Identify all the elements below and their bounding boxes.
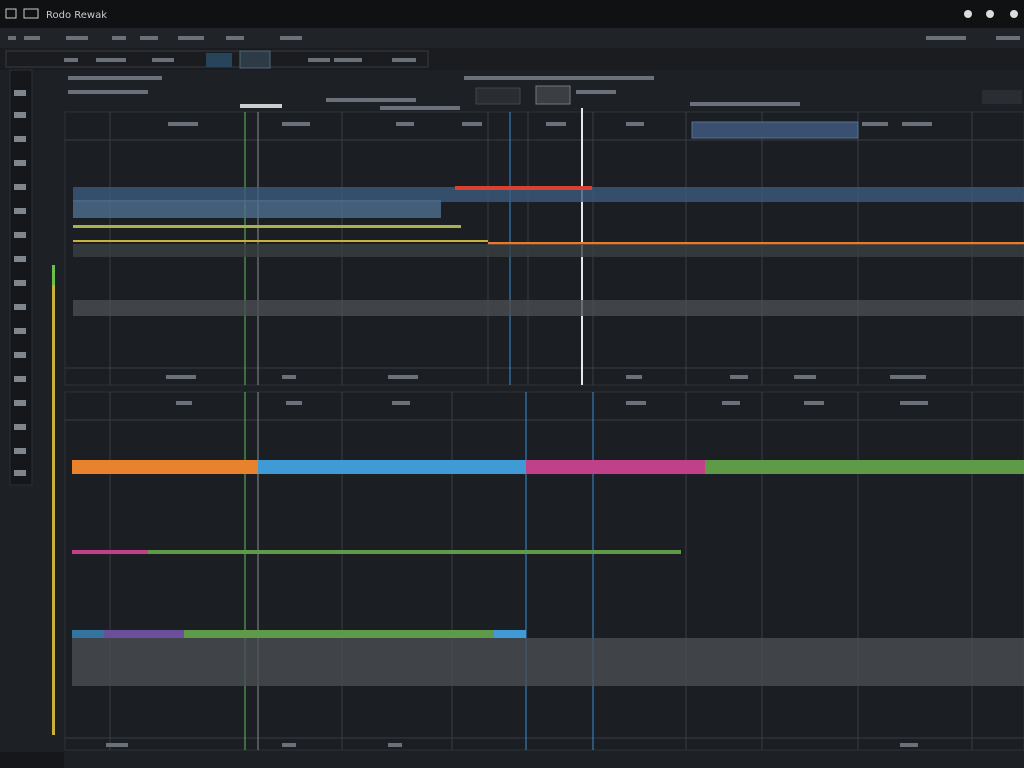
panel-tab[interactable] bbox=[475, 87, 521, 105]
clip bbox=[73, 225, 461, 228]
tool-column bbox=[9, 69, 33, 486]
clip bbox=[104, 630, 184, 638]
clip bbox=[73, 200, 441, 218]
ruler-labels bbox=[166, 122, 932, 379]
settings-icon[interactable] bbox=[986, 10, 994, 18]
user-icon[interactable] bbox=[964, 10, 972, 18]
clip bbox=[455, 186, 592, 190]
clip bbox=[494, 630, 526, 638]
panel-button[interactable] bbox=[982, 90, 1022, 104]
clip bbox=[488, 242, 1024, 245]
toolbar-button[interactable] bbox=[206, 53, 232, 67]
clip bbox=[705, 460, 1024, 474]
toolbar-items bbox=[8, 36, 1020, 40]
clip bbox=[72, 460, 258, 474]
toolbar-button[interactable] bbox=[239, 50, 271, 69]
app-icon bbox=[5, 8, 17, 19]
clip bbox=[148, 550, 681, 554]
track-band bbox=[73, 300, 1024, 316]
account-icon[interactable] bbox=[1010, 10, 1018, 18]
grid-lines bbox=[65, 392, 1024, 750]
clip bbox=[73, 187, 1024, 202]
toolbar bbox=[0, 28, 1024, 48]
tool-icons bbox=[14, 90, 26, 476]
track-band bbox=[73, 244, 1024, 257]
timeline-lower bbox=[64, 391, 1024, 751]
selection bbox=[691, 121, 859, 139]
panel-header bbox=[68, 76, 800, 110]
level-meter bbox=[52, 265, 55, 735]
status-bar bbox=[0, 752, 64, 768]
clip bbox=[72, 630, 104, 638]
clip bbox=[526, 460, 705, 474]
clip bbox=[258, 460, 526, 474]
clip bbox=[72, 550, 148, 554]
clip bbox=[184, 630, 494, 638]
track-band bbox=[72, 638, 1024, 686]
title-bar bbox=[0, 0, 1024, 28]
clip bbox=[73, 240, 488, 242]
toolbar-items bbox=[64, 58, 416, 62]
ruler-labels bbox=[106, 401, 928, 747]
panel-tab-active[interactable] bbox=[535, 85, 571, 105]
level-meter-peak bbox=[52, 265, 55, 285]
window-title: Rodo Rewak bbox=[46, 10, 107, 21]
menu-icon[interactable] bbox=[23, 8, 39, 19]
